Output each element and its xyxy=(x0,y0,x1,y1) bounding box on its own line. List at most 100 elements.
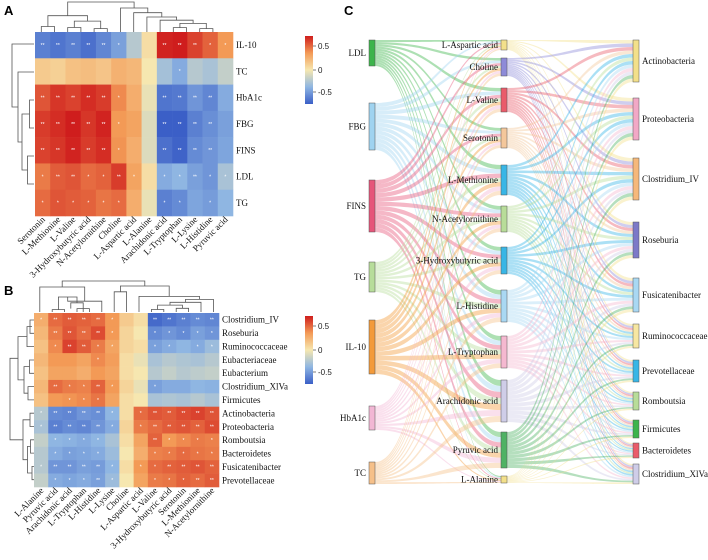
sankey-node xyxy=(500,39,508,51)
heatmap-cell xyxy=(90,406,106,421)
sankey-link xyxy=(507,246,633,348)
significance-star: * xyxy=(168,331,170,337)
significance-star: * xyxy=(54,478,56,484)
sankey-node xyxy=(632,463,640,485)
significance-star: ** xyxy=(86,96,90,102)
significance-star: ** xyxy=(82,465,86,471)
sankey-link xyxy=(507,71,633,423)
heatmap-cell xyxy=(111,137,127,164)
sankey-link xyxy=(375,60,501,111)
sankey-link xyxy=(507,300,633,351)
sankey-link xyxy=(507,48,633,445)
heatmap-cell xyxy=(65,137,81,164)
sankey-link xyxy=(507,217,633,336)
heatmap-cell xyxy=(119,393,134,407)
heatmap-cell xyxy=(202,84,219,112)
significance-star: ** xyxy=(196,465,200,471)
sankey-link xyxy=(507,313,633,432)
sankey-link xyxy=(507,359,633,434)
significance-star: ** xyxy=(208,148,212,154)
significance-star: * xyxy=(163,174,165,180)
heatmap-cell xyxy=(176,393,191,407)
heatmap-cell xyxy=(34,406,49,421)
heatmap-cell xyxy=(204,420,220,434)
heatmap-cell xyxy=(105,326,120,341)
significance-star: * xyxy=(97,451,99,457)
sankey-link xyxy=(375,289,501,480)
heatmap-b-grid: * ** ** ** ** * ** ** ** ** **** ** ** ** * * * * * ** ** ** *… xyxy=(34,313,220,488)
significance-star: ** xyxy=(102,43,106,49)
sankey-link xyxy=(375,426,501,463)
sankey-link xyxy=(507,482,633,484)
significance-star: * xyxy=(42,201,44,207)
heatmap-cell xyxy=(217,58,234,85)
heatmap-cell xyxy=(190,313,206,327)
significance-star: * xyxy=(87,201,89,207)
heatmap-cell xyxy=(65,32,81,59)
significance-star: ** xyxy=(68,465,72,471)
significance-star: * xyxy=(154,344,156,350)
heatmap-cell xyxy=(62,446,77,461)
sankey-link xyxy=(507,47,633,422)
heatmap-cell xyxy=(35,32,51,59)
heatmap-cell xyxy=(111,84,127,112)
sankey-node-label: Fusicatenibacter xyxy=(642,290,701,300)
heatmap-cell xyxy=(50,189,66,217)
significance-star: * xyxy=(111,478,113,484)
sankey-link xyxy=(507,96,633,287)
sankey-link xyxy=(375,108,501,468)
sankey-link xyxy=(375,65,501,267)
sankey-node-label: L-Tryptophan xyxy=(448,347,499,357)
significance-star: ** xyxy=(153,438,157,444)
heatmap-cell xyxy=(204,313,220,327)
sankey-node xyxy=(632,323,640,349)
heatmap-cell xyxy=(156,189,173,217)
heatmap-cell xyxy=(90,433,106,448)
panel-c-letter: C xyxy=(344,3,354,18)
significance-star: * xyxy=(40,317,42,323)
heatmap-cell xyxy=(126,110,142,138)
heatmap-cell xyxy=(65,189,81,217)
heatmap-cell xyxy=(95,189,112,217)
heatmap-cell xyxy=(90,393,106,407)
heatmap-row-label: Prevotellaceae xyxy=(222,475,274,485)
heatmap-cell xyxy=(162,406,177,421)
significance-star: ** xyxy=(71,43,75,49)
significance-star: ** xyxy=(96,478,100,484)
heatmap-cell xyxy=(147,393,163,407)
heatmap-cell xyxy=(126,84,142,112)
sankey-link xyxy=(375,227,501,479)
heatmap-cell xyxy=(50,58,66,85)
colorbar-tick-label: 0.5 xyxy=(318,322,330,331)
sankey-link xyxy=(507,264,633,403)
significance-star: ** xyxy=(153,425,157,431)
sankey-link xyxy=(375,365,501,458)
sankey-link xyxy=(507,456,633,483)
sankey-link xyxy=(507,136,633,478)
sankey-node-label: L-Aspartic acid xyxy=(442,40,499,50)
heatmap-cell xyxy=(105,366,120,381)
sankey-link xyxy=(507,112,633,171)
sankey-link xyxy=(507,72,633,446)
heatmap-cell xyxy=(190,366,206,381)
heatmap-cell xyxy=(76,379,92,394)
heatmap-cell xyxy=(176,473,191,488)
significance-star: * xyxy=(118,43,120,49)
heatmap-cell xyxy=(190,353,206,367)
sankey-link xyxy=(507,71,633,384)
heatmap-a-column-dendrogram xyxy=(40,1,214,32)
significance-star: ** xyxy=(102,122,106,128)
sankey-node-label: L-Methionine xyxy=(448,175,498,185)
heatmap-cell xyxy=(76,393,92,407)
significance-star: * xyxy=(154,384,156,390)
sankey-link xyxy=(507,229,633,474)
heatmap-cell xyxy=(48,366,63,381)
sankey-node-label: TG xyxy=(354,272,366,282)
heatmap-cell xyxy=(48,460,63,474)
heatmap-cell xyxy=(172,58,188,85)
significance-star: ** xyxy=(71,174,75,180)
heatmap-cell xyxy=(187,84,203,112)
heatmap-cell xyxy=(162,366,177,381)
heatmap-cell xyxy=(162,353,177,367)
sankey-link xyxy=(507,269,633,452)
